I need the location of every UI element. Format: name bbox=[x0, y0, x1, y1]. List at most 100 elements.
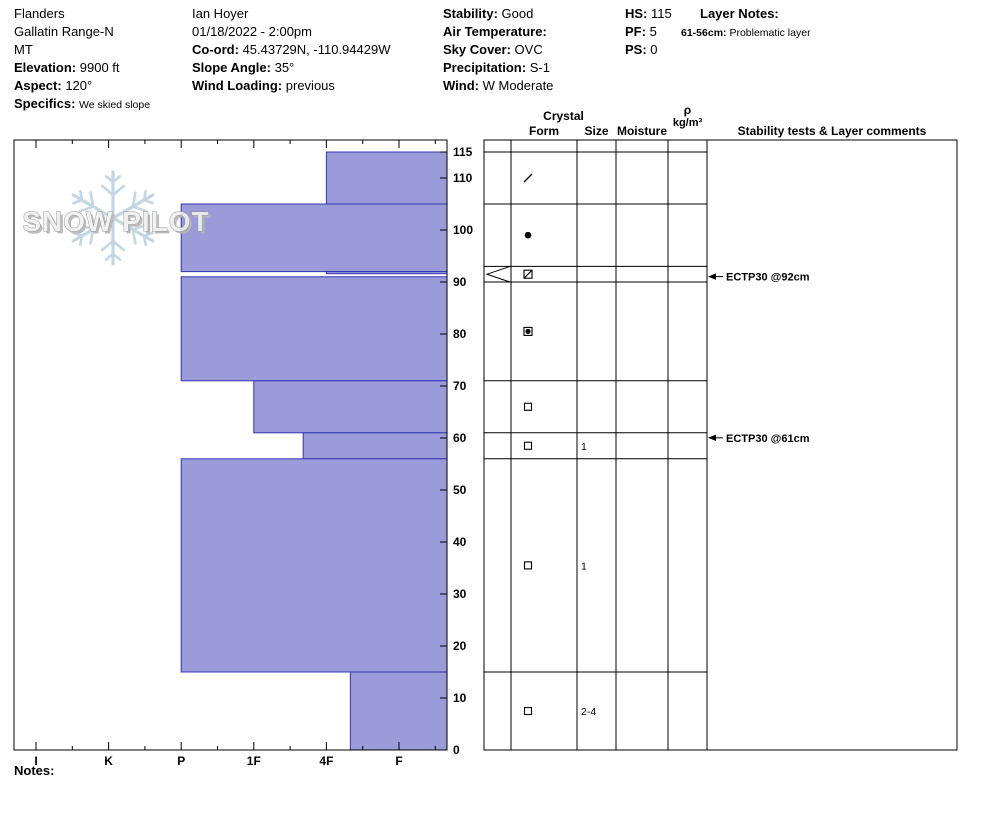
grain-form-symbol bbox=[523, 706, 533, 716]
grain-size-value: 1 bbox=[581, 560, 587, 572]
snowflake-icon bbox=[131, 205, 148, 213]
hardness-tick-label: I bbox=[34, 754, 37, 768]
snowflake-icon bbox=[142, 231, 154, 238]
stability-label: Stability: bbox=[443, 6, 498, 21]
snowflake-icon bbox=[72, 231, 84, 238]
form-column-header: Form bbox=[529, 124, 559, 138]
layer-hardness-bar bbox=[325, 151, 448, 205]
snowflake-icon bbox=[142, 189, 147, 202]
snowflake-icon bbox=[142, 234, 147, 247]
layer-hardness-bar bbox=[253, 380, 448, 434]
density-column-header: ρ kg/m³ bbox=[668, 104, 707, 130]
grain-form-symbol bbox=[524, 231, 532, 239]
layer-hardness-bar bbox=[325, 271, 448, 275]
hs-value: 115 bbox=[651, 6, 672, 21]
snowflake-icon bbox=[111, 252, 122, 261]
snowflake-icon bbox=[104, 175, 115, 184]
crystal-column-header: Crystal bbox=[543, 109, 584, 123]
stability-value: Good bbox=[501, 6, 534, 21]
depth-tick-label: 100 bbox=[453, 223, 473, 237]
layer-hardness-bar bbox=[349, 671, 448, 751]
depth-tick-label: 115 bbox=[453, 145, 473, 159]
moisture-column-header: Moisture bbox=[616, 124, 667, 138]
layer-hardness-bar bbox=[302, 432, 448, 460]
layer-hardness-bar bbox=[180, 203, 448, 273]
elevation-value: 9900 ft bbox=[79, 60, 120, 75]
conditions-info-block: Stability: Good Air Temperature: Sky Cov… bbox=[443, 5, 553, 95]
pf-value: 5 bbox=[649, 24, 657, 39]
layer-table-frame bbox=[483, 139, 958, 751]
precip-value: S-1 bbox=[529, 60, 550, 75]
depth-tick-label: 40 bbox=[453, 535, 467, 549]
snowflake-icon bbox=[131, 228, 137, 245]
layer-note-line: 61-56cm: Problematic layer bbox=[681, 24, 811, 42]
chart-frame bbox=[13, 139, 448, 751]
layer-hardness-bar bbox=[180, 458, 448, 673]
snowflake-icon bbox=[111, 184, 126, 197]
coord-value: 45.43729N, -110.94429W bbox=[242, 42, 391, 57]
grain-form-symbol bbox=[523, 269, 533, 279]
grain-form-symbol bbox=[523, 269, 533, 279]
observation-datetime: 01/18/2022 - 2:00pm bbox=[192, 24, 312, 39]
precip-label: Precipitation: bbox=[443, 60, 527, 75]
snowflake-icon bbox=[100, 184, 115, 197]
specifics-value: We skied slope bbox=[79, 99, 151, 111]
snowflake-icon bbox=[104, 252, 115, 261]
wind-value: W Moderate bbox=[482, 78, 554, 93]
elevation-label: Elevation: bbox=[14, 60, 77, 75]
grain-size-value: 1 bbox=[581, 441, 587, 453]
comments-column-header: Stability tests & Layer comments bbox=[737, 124, 927, 138]
snowflake-icon bbox=[111, 175, 122, 184]
depth-tick-label: 60 bbox=[453, 431, 467, 445]
sky-cover-value: OVC bbox=[514, 42, 543, 57]
density-units: kg/m³ bbox=[672, 117, 703, 129]
snowflake-icon bbox=[89, 228, 95, 245]
state-name: MT bbox=[14, 42, 33, 57]
hardness-tick-label: 1F bbox=[247, 754, 261, 768]
air-temp-label: Air Temperature: bbox=[443, 24, 547, 39]
layer-note-range: 61-56cm: bbox=[681, 27, 727, 39]
snowflake-icon bbox=[78, 205, 95, 213]
range-name: Gallatin Range-N bbox=[14, 24, 114, 39]
aspect-value: 120° bbox=[65, 78, 93, 93]
watermark-text-shadow: SNOW PILOT bbox=[25, 209, 212, 240]
density-symbol: ρ bbox=[683, 103, 692, 117]
test-arrow-head bbox=[708, 434, 716, 441]
snowflake-icon bbox=[131, 223, 148, 231]
sky-cover-label: Sky Cover: bbox=[443, 42, 511, 57]
pit-name: Flanders bbox=[14, 6, 65, 21]
snowflake-icon bbox=[89, 191, 95, 208]
site-info-block: Flanders Gallatin Range-N MT Elevation: … bbox=[14, 5, 150, 114]
hardness-tick-label: K bbox=[104, 754, 113, 768]
depth-tick-label: 50 bbox=[453, 483, 467, 497]
depth-tick-label: 30 bbox=[453, 587, 467, 601]
snowflake-icon bbox=[111, 239, 126, 252]
observer-info-block: Ian Hoyer 01/18/2022 - 2:00pm Co-ord: 45… bbox=[192, 5, 390, 95]
grain-form-symbol bbox=[525, 328, 531, 334]
depth-tick-label: 20 bbox=[453, 639, 467, 653]
slope-angle-label: Slope Angle: bbox=[192, 60, 271, 75]
depth-tick-label: 110 bbox=[453, 171, 473, 185]
ps-value: 0 bbox=[650, 42, 658, 57]
snowpack-summary-block: HS: 115 PF: 5 PS: 0 bbox=[625, 5, 672, 59]
grain-size-value: 2-4 bbox=[581, 706, 596, 718]
stability-test-label: ECTP30 @92cm bbox=[726, 272, 810, 284]
specifics-label: Specifics: bbox=[14, 96, 76, 111]
depth-tick-label: 70 bbox=[453, 379, 467, 393]
observer-name: Ian Hoyer bbox=[192, 6, 249, 21]
test-arrow-head bbox=[708, 273, 716, 280]
layer-notes-label: Layer Notes: bbox=[700, 6, 779, 21]
hs-label: HS: bbox=[625, 6, 648, 21]
layer-note-text: Problematic layer bbox=[729, 27, 811, 39]
grain-form-symbol bbox=[523, 173, 533, 183]
failure-plane-marker bbox=[485, 265, 511, 283]
snowflake-icon bbox=[131, 191, 137, 208]
stability-test-label: ECTP30 @61cm bbox=[726, 433, 810, 445]
wind-loading-value: previous bbox=[285, 78, 335, 93]
layer-hardness-bar bbox=[180, 276, 448, 382]
wind-loading-label: Wind Loading: bbox=[192, 78, 283, 93]
wind-label: Wind: bbox=[443, 78, 479, 93]
layer-notes-block: Layer Notes: bbox=[700, 5, 779, 23]
hardness-tick-label: F bbox=[395, 754, 402, 768]
